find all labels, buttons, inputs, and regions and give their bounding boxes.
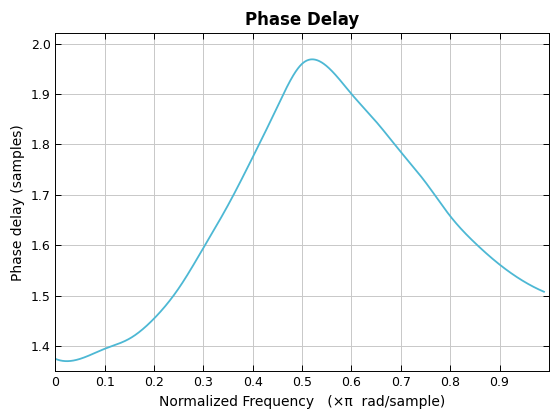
X-axis label: Normalized Frequency   (×π  rad/sample): Normalized Frequency (×π rad/sample) xyxy=(159,395,445,409)
Y-axis label: Phase delay (samples): Phase delay (samples) xyxy=(11,124,25,281)
Title: Phase Delay: Phase Delay xyxy=(245,11,360,29)
